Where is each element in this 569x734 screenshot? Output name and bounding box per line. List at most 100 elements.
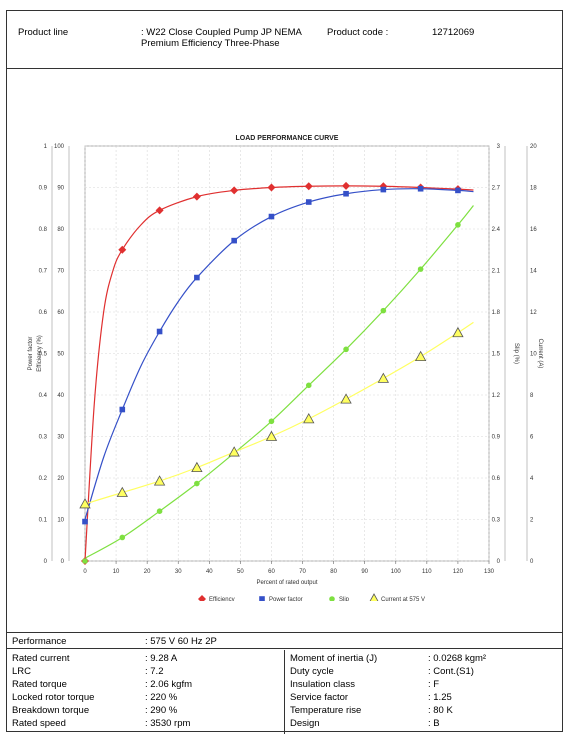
y-tick-label-current: 18 bbox=[530, 186, 537, 192]
y-tick-label-power-factor: 0.6 bbox=[39, 310, 48, 316]
data-point-slip bbox=[82, 558, 88, 564]
spec-row: Rated speed : 3530 rpm bbox=[7, 718, 284, 730]
y-tick-label-slip: 0.3 bbox=[492, 518, 501, 524]
data-point-slip bbox=[119, 534, 126, 541]
spec-label: LRC bbox=[12, 666, 32, 677]
y-tick-label-slip: 2.4 bbox=[492, 227, 501, 233]
spec-row: Temperature rise: 80 K bbox=[285, 705, 562, 717]
spec-label: Insulation class bbox=[290, 679, 355, 690]
y-tick-label-current: 2 bbox=[530, 518, 534, 524]
y-axis-title-slip: Slip (%) bbox=[513, 343, 519, 364]
datasheet-page: Product line : W22 Close Coupled Pump JP… bbox=[6, 10, 563, 734]
spec-value: : 80 K bbox=[428, 705, 453, 716]
y-tick-label-current: 20 bbox=[530, 144, 537, 150]
specs-right-column: Moment of inertia (J): 0.0268 kgm² Duty … bbox=[285, 650, 562, 734]
spec-label: Rated speed bbox=[12, 718, 66, 729]
spec-value: : 3530 rpm bbox=[145, 718, 191, 729]
y-tick-label-slip: 0 bbox=[497, 559, 501, 565]
data-point-current-at-575-v bbox=[303, 413, 315, 424]
spec-row: Rated current : 9.28 A bbox=[7, 653, 284, 665]
data-point-current-at-575-v bbox=[340, 393, 352, 404]
data-point-power-factor bbox=[82, 518, 88, 525]
product-code-value: 12712069 bbox=[432, 27, 475, 38]
spec-label: Service factor bbox=[290, 692, 349, 703]
y-tick-label-power-factor: 0.1 bbox=[39, 518, 48, 524]
product-line-value: : W22 Close Coupled Pump JP NEMA Premium… bbox=[141, 27, 302, 49]
y-tick-label-current: 8 bbox=[530, 393, 534, 399]
data-point-power-factor bbox=[119, 406, 126, 413]
spec-value: : 220 % bbox=[145, 692, 178, 703]
spec-row: Locked rotor torque : 220 % bbox=[7, 692, 284, 704]
data-point-power-factor bbox=[231, 237, 237, 244]
spec-label: Design bbox=[290, 718, 320, 729]
specs-left-column: Rated current : 9.28 A LRC : 7.2 Rated tor… bbox=[7, 650, 285, 734]
spec-row: Design : B bbox=[285, 718, 562, 730]
spec-row: Breakdown torque: 290 % bbox=[7, 705, 284, 717]
legend-label-slip: Slip bbox=[339, 597, 350, 601]
data-point-slip bbox=[194, 480, 200, 487]
y-tick-label-current: 14 bbox=[530, 269, 537, 275]
y-tick-label-efficiency: 50 bbox=[57, 352, 64, 358]
data-point-current-at-575-v bbox=[79, 498, 91, 509]
y-tick-label-efficiency: 60 bbox=[57, 310, 64, 316]
y-tick-label-current: 12 bbox=[530, 310, 537, 316]
y-tick-label-power-factor: 0.5 bbox=[39, 352, 48, 358]
data-point-current-at-575-v bbox=[265, 430, 278, 441]
y-tick-label-slip: 1.8 bbox=[492, 310, 501, 316]
y-tick-label-slip: 1.5 bbox=[492, 352, 501, 358]
x-tick-label: 30 bbox=[175, 569, 182, 575]
spec-value: : 290 % bbox=[145, 705, 178, 716]
spec-value: : Cont.(S1) bbox=[428, 666, 474, 677]
y-tick-label-power-factor: 1 bbox=[44, 144, 48, 150]
x-tick-label: 10 bbox=[113, 569, 120, 575]
spec-label: Locked rotor torque bbox=[12, 692, 95, 703]
x-tick-label: 90 bbox=[361, 569, 368, 575]
y-tick-label-efficiency: 100 bbox=[54, 144, 65, 150]
data-point-efficiency bbox=[304, 182, 313, 191]
spec-value: : 7.2 bbox=[145, 666, 164, 677]
performance-row: Performance : 575 V 60 Hz 2P bbox=[7, 633, 562, 649]
spec-row: Moment of inertia (J): 0.0268 kgm² bbox=[285, 653, 562, 665]
y-axis-title-current: Current (A) bbox=[537, 339, 543, 369]
spec-row: Service factor: 1.25 bbox=[285, 692, 562, 704]
spec-value: : 9.28 A bbox=[145, 653, 178, 664]
spec-label: Moment of inertia (J) bbox=[290, 653, 378, 664]
data-point-slip bbox=[417, 266, 424, 272]
data-point-efficiency bbox=[267, 183, 276, 192]
data-point-power-factor bbox=[305, 199, 312, 205]
data-point-slip bbox=[380, 307, 387, 314]
spec-value: : B bbox=[428, 718, 440, 729]
legend-label-efficiency: Efficiency bbox=[209, 597, 235, 601]
data-point-current-at-575-v bbox=[116, 486, 128, 497]
y-tick-label-efficiency: 0 bbox=[61, 559, 65, 565]
y-tick-label-current: 6 bbox=[530, 435, 534, 441]
y-tick-label-slip: 0.6 bbox=[492, 476, 501, 482]
data-point-efficiency bbox=[118, 245, 127, 254]
x-tick-label: 60 bbox=[268, 569, 275, 575]
legend-marker-efficiency bbox=[198, 595, 206, 603]
data-point-slip bbox=[268, 418, 275, 425]
x-axis-title: Percent of rated output bbox=[256, 580, 317, 586]
data-point-power-factor bbox=[417, 185, 424, 192]
data-point-slip bbox=[305, 382, 312, 389]
x-tick-label: 80 bbox=[330, 569, 337, 575]
data-point-efficiency bbox=[230, 186, 239, 195]
legend-marker-current-at-575-v bbox=[368, 593, 380, 604]
y-axis-title-efficiency: Efficiency (%) bbox=[37, 335, 43, 372]
x-tick-label: 100 bbox=[391, 569, 402, 575]
y-tick-label-slip: 1.2 bbox=[492, 393, 501, 399]
chart-svg: 0 10 20 30 40 50 60 70 80 90 100 110 120 13000.10.20.… bbox=[28, 135, 543, 604]
y-tick-label-efficiency: 90 bbox=[57, 186, 64, 192]
spec-row: Rated torque: 2.06 kgfm bbox=[7, 679, 284, 691]
data-point-current-at-575-v bbox=[414, 350, 427, 362]
data-point-efficiency bbox=[155, 206, 164, 215]
spec-label: Rated current bbox=[12, 653, 70, 664]
x-tick-label: 40 bbox=[206, 569, 213, 575]
load-performance-chart: 0 10 20 30 40 50 60 70 80 90 100 110 120 130 0 0.1 0.2 0.… bbox=[7, 121, 562, 604]
y-tick-label-slip: 0.9 bbox=[492, 435, 501, 441]
spec-row: LRC : 7.2 bbox=[7, 666, 284, 678]
data-point-slip bbox=[343, 346, 349, 353]
legend-label-current-at-575-v: Current at 575 V bbox=[381, 597, 425, 601]
performance-table: Performance : 575 V 60 Hz 2P Rated curre… bbox=[7, 632, 562, 734]
data-point-power-factor bbox=[156, 328, 163, 335]
